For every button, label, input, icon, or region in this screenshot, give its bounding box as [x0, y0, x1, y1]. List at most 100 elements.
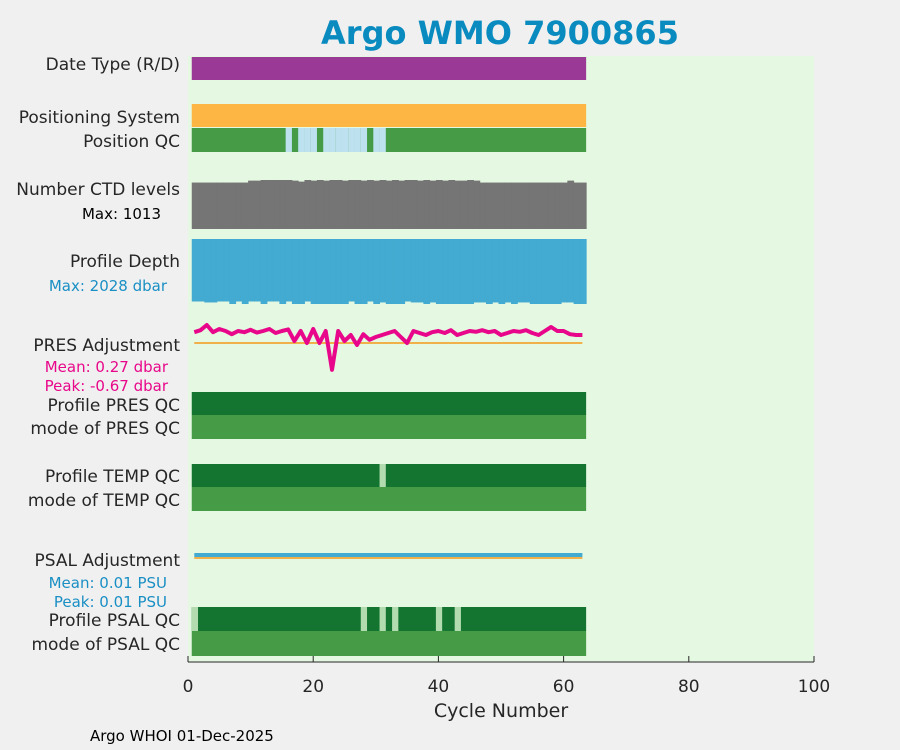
profile-depth-bar	[335, 239, 343, 304]
profile-depth-bar	[523, 239, 531, 303]
profile-depth-bar	[241, 239, 249, 304]
profile-depth-bar	[316, 239, 324, 304]
profile-depth-bar	[279, 239, 287, 304]
position-qc-flag	[348, 128, 355, 152]
profile-depth-bar	[517, 239, 525, 303]
temp-qc-bar	[191, 464, 587, 487]
row-labels: Date Type (R/D) Positioning System Posit…	[16, 55, 180, 655]
position-qc-flag	[360, 128, 368, 152]
x-tick-label: 40	[428, 677, 450, 697]
profile-depth-bar	[392, 239, 399, 304]
profile-depth-bar	[529, 239, 537, 304]
ctd-levels-bar	[460, 180, 468, 229]
profile-depth-bar	[323, 239, 330, 304]
position-qc-flag	[298, 128, 305, 152]
psal-qc-bar	[191, 607, 587, 631]
profile-depth-bar	[454, 239, 462, 304]
x-tick-label: 20	[302, 677, 324, 697]
profile-depth-bar	[191, 239, 199, 302]
chart-title: Argo WMO 7900865	[321, 14, 679, 52]
profile-depth-bar	[367, 239, 374, 302]
ctd-levels-bar	[241, 182, 249, 229]
profile-depth-bar	[423, 239, 431, 304]
position-qc-flag	[341, 128, 349, 152]
ctd-levels-bar	[523, 182, 531, 229]
profile-depth-bar	[304, 239, 312, 302]
position-qc-flag	[310, 128, 317, 152]
label-pres-mean: Mean: 0.27 dbar	[45, 358, 169, 376]
profile-depth-bar	[554, 239, 562, 304]
profile-depth-bar	[504, 239, 512, 303]
ctd-levels-bar	[567, 180, 575, 229]
temp-qc-flag	[379, 464, 386, 487]
label-temp-qc: Profile TEMP QC	[45, 467, 180, 487]
position-qc-flag	[379, 128, 386, 152]
profile-depth-bar	[548, 239, 556, 304]
ctd-levels-bar	[229, 182, 237, 229]
profile-depth-bar	[404, 239, 412, 302]
label-psal-mean: Mean: 0.01 PSU	[49, 574, 167, 592]
ctd-levels-bar	[298, 181, 305, 229]
profile-depth-bar	[511, 239, 518, 304]
profile-depth-bar	[435, 239, 443, 304]
position-qc-flag	[373, 128, 380, 152]
profile-depth-bar	[398, 239, 406, 304]
ctd-levels-bar	[536, 182, 543, 229]
ctd-levels-bar	[348, 180, 356, 229]
ctd-levels-bar	[260, 180, 268, 229]
ctd-levels-bar	[335, 180, 343, 229]
psal-qc-flag	[379, 607, 386, 631]
ctd-levels-bar	[291, 180, 299, 229]
profile-depth-bar	[216, 239, 224, 302]
plot-area	[188, 56, 814, 662]
psal-qc-flag	[191, 607, 199, 631]
ctd-levels-bar	[467, 180, 474, 229]
profile-depth-bar	[536, 239, 543, 304]
label-ctd-levels: Number CTD levels	[16, 180, 180, 200]
label-data-type: Date Type (R/D)	[46, 55, 180, 75]
position-qc-flag	[285, 128, 292, 152]
profile-depth-bar	[223, 239, 230, 302]
ctd-levels-bar	[329, 180, 337, 229]
ctd-levels-bar	[398, 180, 406, 229]
ctd-levels-bar	[442, 180, 449, 229]
ctd-levels-bar	[417, 180, 424, 229]
ctd-levels-bar	[310, 180, 318, 229]
ctd-levels-bar	[304, 180, 312, 229]
profile-depth-bar	[354, 239, 362, 304]
psal-mode-bar	[191, 631, 587, 656]
profile-depth-bar	[229, 239, 237, 304]
label-profile-depth: Profile Depth	[70, 252, 180, 272]
ctd-levels-bar	[429, 180, 437, 229]
ctd-levels-bar	[248, 180, 255, 229]
profile-depth-bar	[473, 239, 481, 303]
profile-depth-bar	[492, 239, 499, 303]
profile-depth-bar	[417, 239, 424, 303]
profile-depth-bar	[460, 239, 468, 304]
profile-depth-bar	[266, 239, 274, 302]
ctd-levels-bar	[273, 180, 280, 229]
ctd-levels-bar	[454, 180, 462, 229]
profile-depth-bar	[561, 239, 568, 303]
ctd-levels-bar	[341, 180, 349, 229]
ctd-levels-bar	[504, 182, 512, 229]
profile-depth-bar	[542, 239, 550, 304]
profile-depth-bar	[254, 239, 262, 302]
ctd-levels-bar	[285, 180, 293, 229]
ctd-levels-bar	[266, 180, 274, 229]
ctd-levels-bar	[210, 182, 218, 229]
profile-depth-bar	[298, 239, 305, 304]
profile-depth-bar	[291, 239, 299, 304]
profile-depth-bar	[198, 239, 205, 302]
ctd-levels-bar	[373, 180, 381, 229]
ctd-levels-bar	[191, 182, 199, 229]
ctd-levels-bar	[548, 182, 556, 229]
ctd-levels-bar	[517, 182, 525, 229]
ctd-levels-bar	[360, 180, 368, 229]
ctd-levels-bar	[385, 180, 393, 229]
ctd-levels-bar	[223, 182, 230, 229]
ctd-levels-bar	[435, 180, 443, 229]
x-tick-label: 100	[798, 677, 830, 697]
positioning-system-bar	[191, 104, 587, 127]
ctd-levels-bar	[254, 180, 262, 229]
